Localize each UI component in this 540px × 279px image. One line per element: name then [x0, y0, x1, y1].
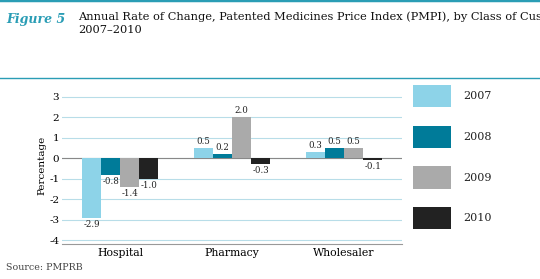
Bar [363, 158, 382, 160]
Text: 2007: 2007 [463, 91, 491, 101]
Y-axis label: Percentage: Percentage [37, 136, 46, 195]
Bar [213, 154, 232, 158]
Bar [102, 158, 120, 175]
Bar [413, 166, 451, 189]
Text: -0.1: -0.1 [364, 162, 381, 171]
Bar [413, 126, 451, 148]
Text: -0.8: -0.8 [103, 177, 119, 186]
Text: 2010: 2010 [463, 213, 491, 223]
Bar [120, 158, 139, 187]
Bar [413, 207, 451, 230]
Bar [139, 158, 158, 179]
Text: 0.5: 0.5 [347, 137, 361, 146]
Text: -2.9: -2.9 [84, 220, 100, 229]
Text: 2008: 2008 [463, 132, 491, 142]
Bar [413, 85, 451, 107]
Text: 2009: 2009 [463, 172, 491, 182]
Bar [82, 158, 102, 218]
Text: -0.3: -0.3 [252, 166, 269, 175]
Text: -1.4: -1.4 [122, 189, 138, 198]
Text: 0.3: 0.3 [309, 141, 322, 150]
Text: 2.0: 2.0 [235, 106, 248, 115]
Bar [251, 158, 270, 164]
Bar [232, 117, 251, 158]
Bar [306, 152, 325, 158]
Text: 0.5: 0.5 [328, 137, 341, 146]
Text: -1.0: -1.0 [140, 181, 157, 190]
Text: Figure 5: Figure 5 [6, 13, 66, 26]
Text: Annual Rate of Change, Patented Medicines Price Index (PMPI), by Class of Custom: Annual Rate of Change, Patented Medicine… [78, 12, 540, 35]
Text: Source: PMPRB: Source: PMPRB [6, 263, 83, 272]
Text: 0.5: 0.5 [197, 137, 211, 146]
Bar [344, 148, 363, 158]
Text: 0.2: 0.2 [216, 143, 229, 152]
Bar [325, 148, 344, 158]
Bar [194, 148, 213, 158]
